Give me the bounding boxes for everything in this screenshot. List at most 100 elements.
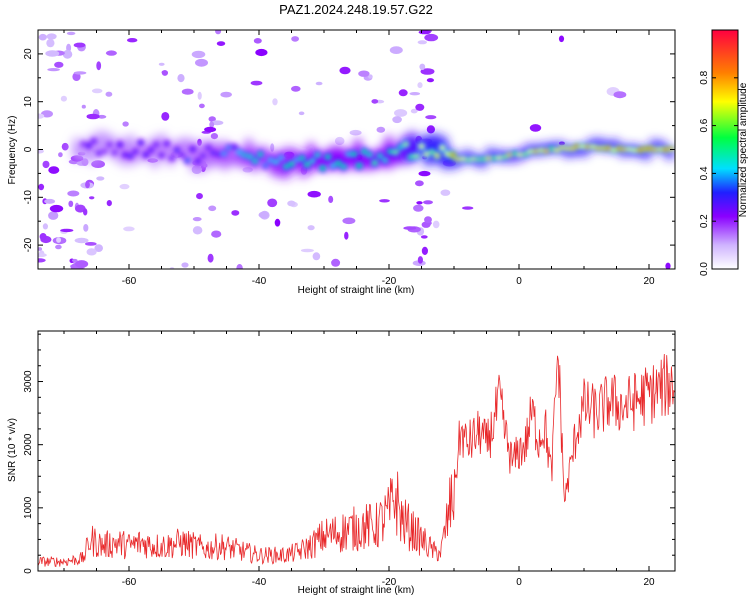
spectrogram-y-tick-label: 20 [23,48,34,60]
noise-blob [72,72,81,81]
noise-blob [105,91,113,97]
noise-blob [47,68,60,72]
colorbar-ticks: 0.0 0.2 0.4 0.6 0.8 [699,70,738,276]
noise-blob [253,38,262,44]
noise-blob [74,237,89,244]
ridge-inner [605,146,612,150]
ridge-inner [356,164,363,168]
noise-blob [71,258,78,263]
noise-blob [86,113,100,120]
ridge-inner [428,150,435,154]
noise-blob [529,124,542,132]
noise-blob [298,111,305,116]
noise-blob [272,98,278,106]
noise-blob [394,109,408,117]
spectrogram-y-tick-label: 10 [23,96,34,108]
colorbar-tick-label: 0.8 [699,70,710,84]
noise-blob [210,133,218,140]
noise-blob [392,116,402,124]
ridge-inner [252,159,259,163]
noise-blob [55,244,62,250]
noise-blob [46,38,55,48]
noise-blob [255,48,268,57]
ridge-inner [304,163,311,167]
halo-blob [423,132,433,168]
ridge-inner [184,158,191,163]
noise-blob [96,176,105,181]
ridge-inner [413,154,420,158]
noise-blob [192,226,203,235]
noise-blob [48,166,60,174]
snr-y-tick-label: 1000 [23,496,34,519]
noise-blob [91,88,103,94]
noise-blob [417,40,427,45]
noise-blob [250,80,263,86]
noise-blob [417,82,423,89]
noise-blob [334,136,345,146]
ridge-inner [205,146,212,150]
noise-blob [84,242,97,246]
noise-blob [58,152,63,158]
ridge-inner [111,150,118,154]
noise-blob [85,181,90,189]
noise-blob [307,190,321,198]
ridge-inner [330,164,337,168]
spectrogram-x-tick-label: -60 [122,276,137,287]
noise-blob [419,63,426,70]
noise-blob [403,226,417,230]
snr-x-tick-label: -40 [252,577,267,588]
noise-blob [86,248,97,256]
snr-y-tick-label: 2000 [23,433,34,456]
noise-blob [368,74,373,79]
noise-blob [425,115,437,120]
snr-y-tick-label: 3000 [23,370,34,393]
noise-blob [440,189,451,196]
noise-blob [39,233,47,241]
noise-blob [208,116,216,122]
snr-x-axis-label: Height of straight line (km) [298,585,415,596]
noise-blob [127,38,138,43]
figure-title: PAZ1.2024.248.19.57.G22 [279,2,433,17]
noise-blob [307,225,315,231]
noise-blob [349,129,362,136]
colorbar-tick-label: 0.4 [699,166,710,180]
noise-blob [426,125,435,134]
noise-blob [38,33,47,41]
ridge-inner [200,154,207,158]
ridge-inner [163,142,170,146]
snr-panel: -60 -40 -20 0 20 0 1000 2000 3000 Height of str… [7,330,676,596]
ridge-inner [85,144,92,148]
noise-blob [96,61,102,71]
noise-blob [106,200,112,207]
noise-blob [177,74,185,83]
colorbar-tick-label: 0.2 [699,214,710,228]
snr-x-tick-label: 0 [516,577,522,588]
noise-blob [81,104,86,109]
spectrogram-x-tick-label: -20 [382,276,397,287]
noise-blob [61,142,69,151]
ridge-inner [309,159,316,163]
snr-marks [38,353,675,568]
noise-blob [421,246,428,255]
noise-blob [204,126,217,133]
spectrogram-ridge [79,137,675,173]
noise-blob [371,99,379,104]
ridge-inner [262,163,269,167]
noise-blob [38,247,43,251]
ridge-inner [231,145,238,149]
noise-blob [62,49,73,59]
ridge-inner [153,143,160,147]
colorbar-label: Normalized spectral amplitude [738,82,749,217]
ridge-inner [220,152,227,156]
noise-blob [220,91,232,98]
ridge-inner [189,147,196,151]
spectrogram-x-tick-label: 0 [516,276,522,287]
spectrogram-x-tick-label: -40 [252,276,267,287]
ridge-inner [257,152,264,156]
ridge-inner [319,166,326,170]
noise-blob [274,218,281,227]
ridge-inner [569,147,576,151]
spectrogram-y-ticks: -20 -10 0 10 20 [23,29,675,270]
noise-blob [211,230,222,238]
noise-blob [267,198,278,208]
